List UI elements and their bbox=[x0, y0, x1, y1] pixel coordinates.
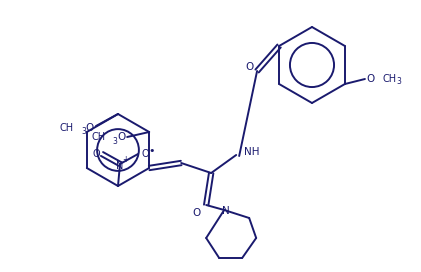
Text: 3: 3 bbox=[112, 137, 117, 146]
Text: NH: NH bbox=[244, 147, 260, 157]
Text: O: O bbox=[367, 74, 375, 84]
Text: •: • bbox=[149, 146, 155, 156]
Text: O: O bbox=[117, 132, 125, 142]
Text: N: N bbox=[222, 206, 230, 216]
Text: O: O bbox=[92, 149, 100, 159]
Text: CH: CH bbox=[91, 132, 105, 142]
Text: O: O bbox=[245, 62, 253, 72]
Text: 3: 3 bbox=[81, 128, 86, 137]
Text: CH: CH bbox=[60, 123, 74, 133]
Text: 3: 3 bbox=[396, 78, 401, 86]
Text: O: O bbox=[192, 208, 200, 218]
Text: O: O bbox=[86, 123, 94, 133]
Text: +: + bbox=[122, 156, 128, 165]
Text: O: O bbox=[141, 149, 149, 159]
Text: CH: CH bbox=[383, 74, 397, 84]
Text: N: N bbox=[116, 161, 124, 171]
